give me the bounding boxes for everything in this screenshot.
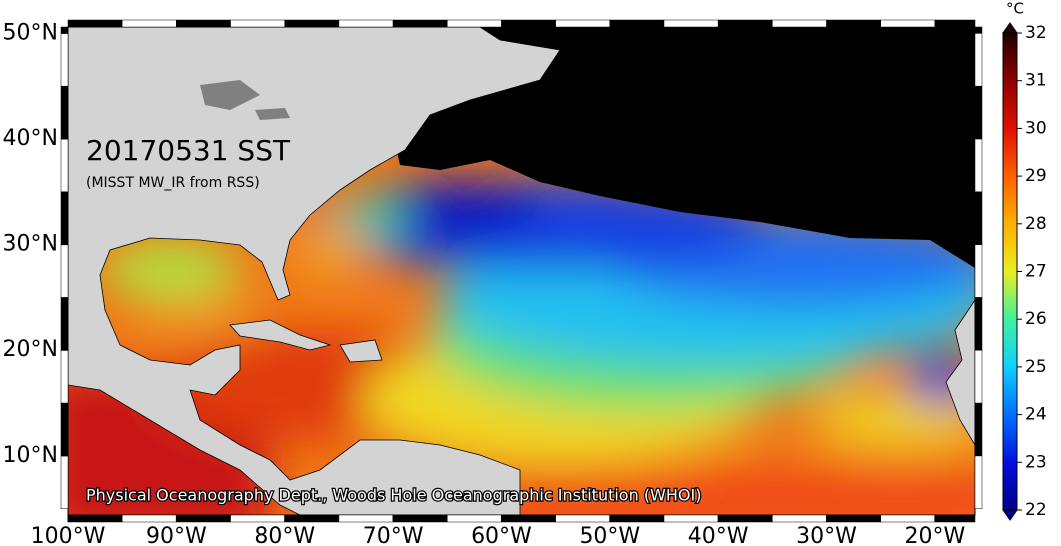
frame-stripe	[609, 19, 665, 28]
colorbar-bottom-arrow	[1002, 509, 1018, 521]
colorbar-tick-label: 27	[1025, 262, 1047, 282]
lon-tick-label: 100°W	[31, 524, 106, 546]
colorbar-tick-label: 31	[1025, 71, 1047, 91]
frame-stripe	[880, 19, 936, 28]
frame-stripe	[772, 19, 827, 28]
frame-stripe	[121, 514, 177, 523]
frame-stripe	[974, 85, 983, 140]
lat-tick-label: 10°N	[3, 443, 58, 468]
frame-stripe	[60, 191, 69, 245]
frame-stripe	[826, 19, 881, 28]
frame-stripe	[555, 514, 611, 523]
credit: Physical Oceanography Dept., Woods Hole …	[86, 486, 701, 505]
lon-tick-label: 90°W	[146, 524, 207, 546]
frame-stripe	[392, 19, 448, 28]
frame-stripe	[176, 514, 231, 523]
frame-stripe	[501, 514, 556, 523]
frame-stripe	[67, 514, 123, 523]
frame-stripe	[60, 297, 69, 351]
colorbar-tick-label: 22	[1025, 500, 1047, 520]
lon-tick-label: 30°W	[796, 524, 857, 546]
frame-stripe	[60, 85, 69, 140]
frame-stripe	[974, 455, 983, 509]
lat-tick-label: 40°N	[3, 126, 58, 151]
great-lakes	[200, 80, 290, 120]
frame-stripe	[284, 514, 340, 523]
frame-stripe	[974, 138, 983, 193]
frame-stripe	[501, 19, 556, 28]
frame-stripe	[663, 19, 719, 28]
land-cuba	[229, 319, 332, 351]
lon-tick-label: 50°W	[579, 524, 640, 546]
frame-stripes	[60, 19, 983, 523]
colorbar-unit: °C	[1006, 0, 1024, 18]
frame-stripe	[974, 26, 983, 34]
no-data-region	[380, 27, 975, 268]
colorbar: 22 23 24 25 26 27 28 29 30 31 32	[1002, 22, 1047, 521]
frame-stripe	[176, 19, 231, 28]
frame-stripe	[60, 244, 69, 298]
frame-stripe	[555, 19, 611, 28]
land-hispaniola	[339, 339, 383, 363]
lat-tick-label: 50°N	[3, 20, 58, 45]
frame-stripe	[60, 138, 69, 193]
colorbar-tick-label: 26	[1025, 309, 1047, 329]
frame-stripe	[880, 514, 936, 523]
frame-stripe	[60, 402, 69, 457]
frame-stripe	[60, 349, 69, 404]
colorbar-tick-label: 23	[1025, 452, 1047, 472]
frame-stripe	[338, 514, 394, 523]
colorbar-tick-label: 25	[1025, 357, 1047, 377]
frame-stripe	[974, 244, 983, 298]
lon-tick-label: 60°W	[471, 524, 532, 546]
frame-stripe	[121, 19, 177, 28]
lon-tick-label: 40°W	[688, 524, 749, 546]
lon-tick-label: 20°W	[905, 524, 966, 546]
frame-stripe	[974, 349, 983, 404]
frame-stripe	[974, 33, 983, 87]
frame-stripe	[717, 19, 773, 28]
sst-field	[68, 180, 975, 515]
land-africa	[945, 299, 975, 446]
frame-stripe	[60, 455, 69, 509]
frame-stripe	[717, 514, 773, 523]
colorbar-tick-label: 24	[1025, 405, 1047, 425]
frame-stripe	[934, 514, 976, 523]
frame-stripe	[974, 191, 983, 245]
frame-stripe	[60, 33, 69, 87]
frame-stripe	[974, 402, 983, 457]
colorbar-top-arrow	[1002, 22, 1018, 34]
frame-stripe	[67, 19, 123, 28]
colorbar-tick-label: 30	[1025, 118, 1047, 138]
frame-stripe	[826, 514, 881, 523]
lon-tick-label: 80°W	[254, 524, 315, 546]
map-subtitle: (MISST MW_IR from RSS)	[86, 175, 260, 191]
frame-stripe	[772, 514, 827, 523]
map-area	[68, 27, 975, 515]
lat-tick-label: 30°N	[3, 232, 58, 257]
frame-stripe	[230, 19, 285, 28]
colorbar-tick-label: 28	[1025, 214, 1047, 234]
frame-stripe	[230, 514, 285, 523]
frame-stripe	[60, 26, 69, 34]
frame-stripe	[934, 19, 976, 28]
frame-stripe	[392, 514, 448, 523]
frame-stripe	[447, 19, 502, 28]
frame-stripe	[663, 514, 719, 523]
frame-stripe	[609, 514, 665, 523]
frame-stripe	[284, 19, 340, 28]
colorbar-ramp	[1002, 32, 1018, 511]
frame-stripe	[447, 514, 502, 523]
frame-stripe	[974, 297, 983, 351]
lon-tick-label: 70°W	[363, 524, 424, 546]
lat-tick-label: 20°N	[3, 337, 58, 362]
colorbar-tick-label: 29	[1025, 166, 1047, 186]
land-americas	[68, 27, 561, 515]
colorbar-tick-label: 32	[1025, 23, 1047, 43]
map-title: 20170531 SST	[86, 134, 291, 167]
frame-stripe	[338, 19, 394, 28]
